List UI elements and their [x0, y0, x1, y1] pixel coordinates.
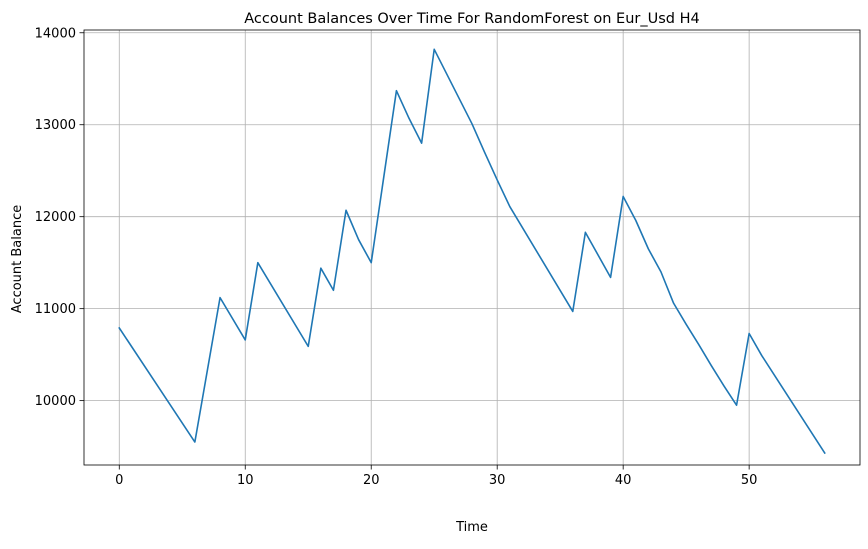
y-tick-label: 11000 [35, 302, 76, 317]
series-line [118, 48, 826, 455]
series-layer [118, 48, 826, 455]
y-tick-label: 12000 [35, 210, 76, 225]
x-tick-label: 10 [237, 473, 254, 488]
x-axis-label: Time [455, 520, 488, 535]
axes-frame [83, 29, 861, 466]
x-tick-label: 50 [741, 473, 758, 488]
x-tick-label: 30 [489, 473, 506, 488]
x-tick-label: 40 [615, 473, 632, 488]
y-axis-label: Account Balance [10, 205, 25, 313]
y-tick-label: 14000 [35, 26, 76, 41]
chart-title: Account Balances Over Time For RandomFor… [244, 11, 699, 27]
x-tick-label: 20 [363, 473, 380, 488]
y-axis: 10000 11000 12000 13000 14000 [35, 26, 84, 409]
y-tick-label: 13000 [35, 118, 76, 133]
x-axis: 0 10 20 30 40 50 [115, 465, 757, 488]
plot-frame [83, 29, 861, 466]
y-tick-label: 10000 [35, 394, 76, 409]
grid-layer [84, 30, 860, 465]
x-tick-label: 0 [115, 473, 123, 488]
